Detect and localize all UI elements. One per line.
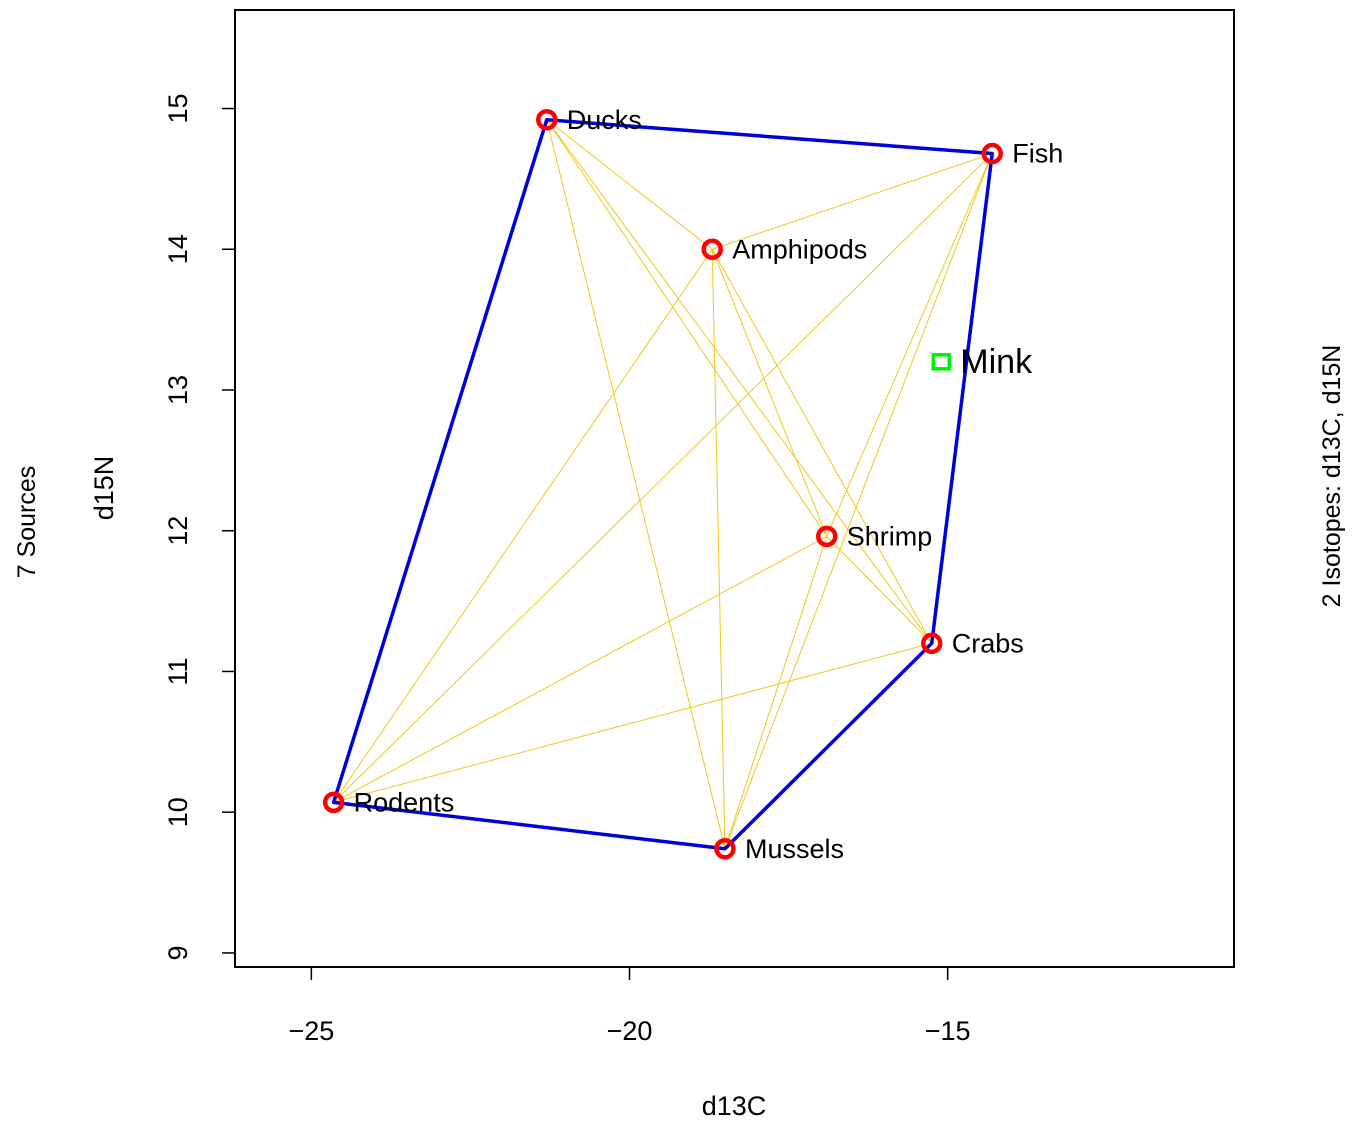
source-label-ducks: Ducks — [567, 105, 642, 135]
x-axis: −25 −20 −15 — [288, 966, 971, 1046]
mixing-line-ducks-amphipods — [546, 119, 713, 250]
isotopes-label: 2 Isotopes: d13C, d15N — [1318, 345, 1346, 608]
mixture-point: Mink — [931, 343, 1033, 381]
source-point-crabs — [921, 632, 943, 655]
y-tick-label: 14 — [163, 234, 193, 264]
source-point-rodents — [322, 791, 345, 814]
mixing-line-fish-rodents — [333, 153, 993, 803]
mixing-line-shrimp-crabs — [826, 535, 933, 644]
sources-count-label: 7 Sources — [13, 466, 41, 579]
mixing-line-shrimp-rodents — [333, 535, 828, 803]
y-axis: 9 10 11 12 13 14 15 — [163, 93, 236, 960]
mixing-line-fish-mussels — [724, 153, 993, 849]
mixing-line-fish-shrimp — [826, 153, 993, 537]
source-point-fish — [981, 142, 1003, 165]
x-tick-label: −15 — [925, 1016, 971, 1046]
y-tick-label: 10 — [163, 797, 193, 827]
mixing-line-amphipods-mussels — [711, 249, 726, 849]
y-tick-label: 13 — [163, 375, 193, 405]
source-label-fish: Fish — [1012, 139, 1063, 169]
x-tick-label: −20 — [607, 1016, 653, 1046]
source-points: Ducks Fish Amphipods Shrimp Crabs Rodents Muss… — [322, 105, 1063, 864]
mixing-line-ducks-mussels — [546, 119, 726, 849]
x-axis-title: d13C — [702, 1091, 767, 1121]
source-point-amphipods — [701, 238, 723, 260]
mixing-line-amphipods-rodents — [333, 248, 713, 803]
source-label-crabs: Crabs — [952, 628, 1024, 658]
mixture-label: Mink — [960, 343, 1033, 381]
mixing-line-crabs-rodents — [333, 642, 932, 803]
mixing-line-ducks-crabs — [546, 119, 933, 644]
hull-polygon — [331, 118, 994, 851]
convex-hull — [331, 118, 994, 851]
source-point-mussels — [714, 838, 736, 860]
mixing-line-fish-amphipods — [712, 153, 993, 250]
y-tick-label: 15 — [163, 93, 193, 123]
source-label-mussels: Mussels — [745, 834, 844, 864]
source-label-shrimp: Shrimp — [847, 521, 933, 551]
source-label-amphipods: Amphipods — [732, 234, 867, 264]
y-axis-title: d15N — [89, 456, 119, 521]
source-point-ducks — [536, 109, 558, 131]
mixing-line-amphipods-crabs — [711, 249, 933, 644]
source-label-rodents: Rodents — [354, 787, 455, 817]
source-point-shrimp — [816, 525, 838, 548]
mixing-line-ducks-shrimp — [546, 119, 828, 537]
mixture-marker — [931, 353, 952, 371]
mixing-line-shrimp-mussels — [724, 536, 828, 849]
y-tick-label: 9 — [163, 945, 193, 960]
y-tick-label: 12 — [163, 516, 193, 546]
mixing-line-amphipods-shrimp — [711, 249, 828, 537]
y-tick-label: 11 — [163, 657, 193, 685]
x-tick-label: −25 — [288, 1016, 334, 1046]
